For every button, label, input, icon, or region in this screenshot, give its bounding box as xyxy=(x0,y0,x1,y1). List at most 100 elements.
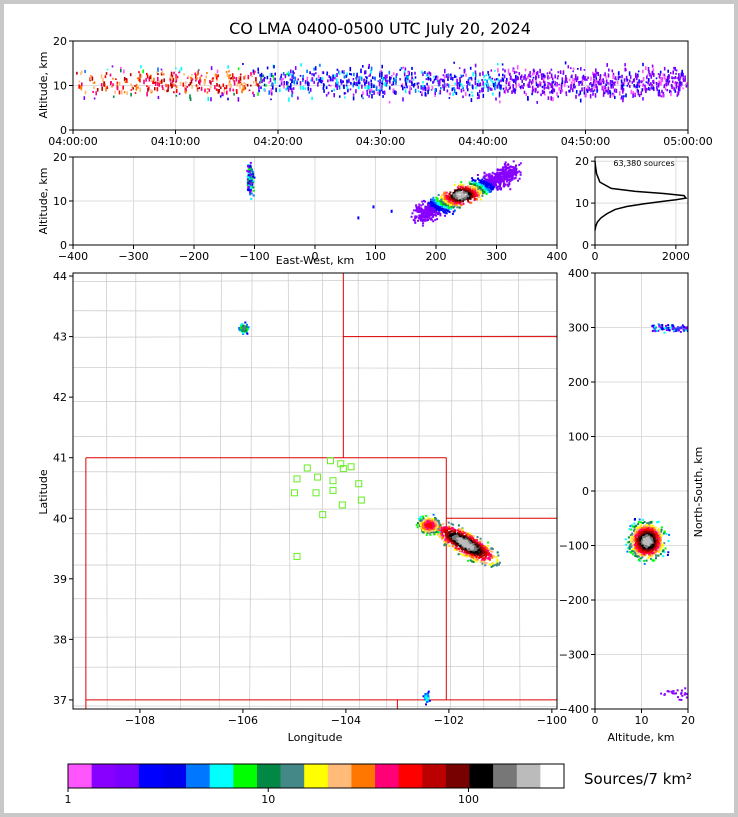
data-cell xyxy=(546,72,549,75)
data-cell xyxy=(421,224,424,227)
data-cell xyxy=(353,72,355,77)
data-cell xyxy=(626,541,629,544)
data-cell xyxy=(636,88,639,93)
data-cell xyxy=(442,74,445,77)
data-cell xyxy=(502,68,504,71)
data-cell xyxy=(313,67,315,71)
data-cell xyxy=(290,83,292,88)
data-cell xyxy=(448,525,451,528)
x-tick-label: 0 xyxy=(592,250,599,263)
data-cell xyxy=(204,88,206,93)
data-cell xyxy=(309,71,311,75)
data-cell xyxy=(492,186,495,188)
data-cell xyxy=(434,202,436,205)
data-cell xyxy=(626,84,629,87)
data-cell xyxy=(514,165,517,168)
data-cell xyxy=(115,78,117,81)
data-cell xyxy=(509,172,512,174)
data-cell xyxy=(418,205,421,208)
data-cell xyxy=(255,77,257,82)
data-cell xyxy=(487,88,489,92)
data-cell xyxy=(600,78,603,83)
data-cell xyxy=(172,83,175,87)
data-cell xyxy=(249,193,252,196)
data-cell xyxy=(137,86,139,89)
y-tick-label: 0 xyxy=(60,239,67,252)
data-cell xyxy=(643,87,646,91)
data-cell xyxy=(511,175,514,178)
data-cell xyxy=(487,553,490,556)
data-cell xyxy=(379,85,382,90)
data-cell xyxy=(362,97,364,100)
data-cell xyxy=(471,560,473,563)
data-cell xyxy=(527,75,529,80)
data-cell xyxy=(443,205,446,208)
data-cell xyxy=(614,77,616,80)
data-cell xyxy=(474,63,477,68)
data-cell xyxy=(495,556,498,559)
data-cell xyxy=(593,78,595,83)
data-cell xyxy=(476,97,479,100)
data-cell xyxy=(461,527,464,530)
data-cell xyxy=(358,81,361,85)
data-cell xyxy=(184,84,187,88)
data-cell xyxy=(408,91,411,94)
data-cell xyxy=(470,545,473,548)
data-cell xyxy=(222,83,225,88)
station-marker xyxy=(326,457,334,465)
data-cell xyxy=(449,92,451,96)
data-cell xyxy=(622,91,624,94)
data-cell xyxy=(436,218,439,221)
data-cell xyxy=(472,543,475,545)
data-cell xyxy=(426,531,429,534)
data-cell xyxy=(514,173,517,176)
data-cell xyxy=(476,551,479,553)
data-cell xyxy=(482,182,485,185)
data-cell xyxy=(129,73,132,77)
data-cell xyxy=(156,71,158,74)
data-cell xyxy=(308,82,310,87)
data-cell xyxy=(541,86,544,89)
data-cell xyxy=(222,92,224,97)
data-cell xyxy=(561,89,564,93)
data-cell xyxy=(581,80,584,83)
data-cell xyxy=(297,96,299,100)
data-cell xyxy=(406,75,408,80)
data-cell xyxy=(198,69,200,72)
data-cell xyxy=(484,78,487,81)
data-cell xyxy=(426,87,429,92)
x-tick-label: 04:50:00 xyxy=(561,135,610,148)
data-cell xyxy=(309,87,312,92)
data-cell xyxy=(123,69,125,74)
data-cell xyxy=(343,92,346,95)
data-cell xyxy=(445,540,448,543)
data-cell xyxy=(375,87,378,92)
data-cell xyxy=(420,522,423,524)
data-cell xyxy=(647,81,649,85)
data-cell xyxy=(629,543,632,546)
data-cell xyxy=(426,524,428,527)
data-cell xyxy=(535,81,538,85)
data-cell xyxy=(422,526,425,529)
data-cell xyxy=(112,83,114,87)
data-cell xyxy=(401,85,403,88)
data-cell xyxy=(271,82,273,87)
data-cell xyxy=(460,191,463,194)
data-cell xyxy=(564,77,567,81)
data-cell xyxy=(334,76,336,80)
data-cell xyxy=(461,550,464,553)
data-cell xyxy=(583,87,586,92)
data-cell xyxy=(461,86,464,89)
data-cell xyxy=(484,82,486,85)
data-cell xyxy=(411,66,413,70)
data-cell xyxy=(650,557,652,560)
data-cell xyxy=(602,85,605,90)
data-cell xyxy=(674,66,676,71)
data-cell xyxy=(471,177,474,180)
data-cell xyxy=(565,77,568,82)
data-cell xyxy=(473,558,476,561)
data-cell xyxy=(130,83,132,86)
data-cell xyxy=(531,92,533,96)
data-cell xyxy=(452,210,455,213)
